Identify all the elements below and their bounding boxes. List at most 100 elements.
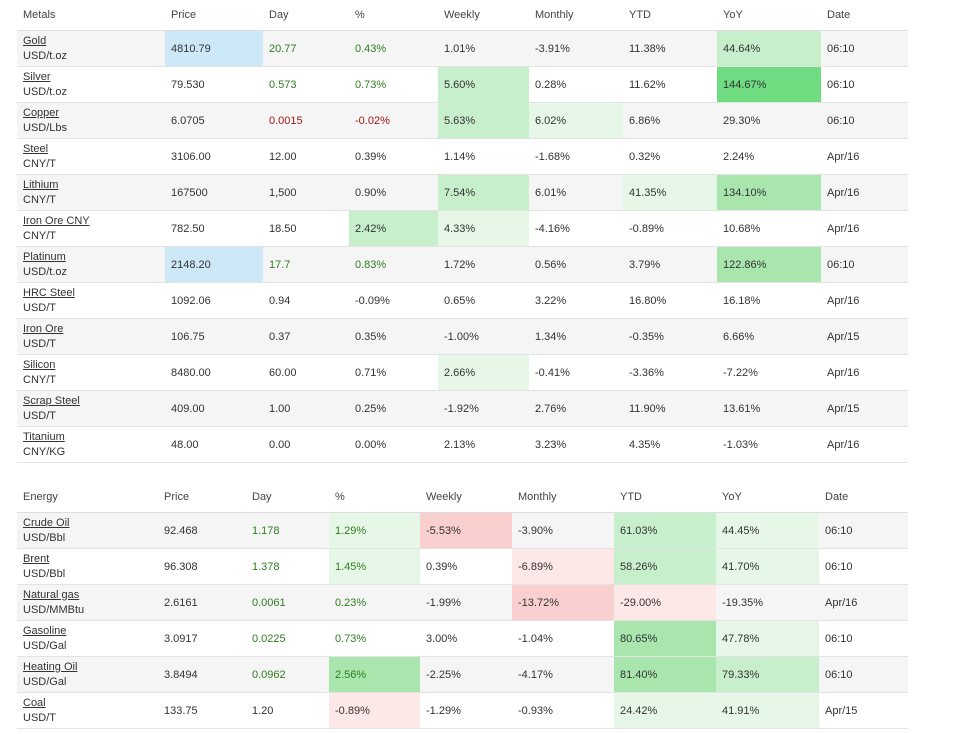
percent-change-cell: 0.73% <box>349 66 438 103</box>
commodity-cell: Gold USD/t.oz <box>17 30 165 67</box>
ytd-cell: -29.00% <box>614 584 716 621</box>
monthly-cell: 2.76% <box>529 390 623 427</box>
ytd-cell: 61.03% <box>614 512 716 549</box>
commodity-link-brent[interactable]: Brent <box>23 552 50 565</box>
price-cell: 167500 <box>165 174 263 211</box>
weekly-cell: 0.39% <box>420 548 512 585</box>
commodity-link-iron-ore[interactable]: Iron Ore <box>23 322 64 335</box>
commodity-link-gold[interactable]: Gold <box>23 34 47 47</box>
table-row: Coal USD/T 133.75 1.20 -0.89% -1.29% -0.9… <box>17 692 908 729</box>
commodity-cell: Iron Ore CNY CNY/T <box>17 210 165 247</box>
weekly-cell: 5.63% <box>438 102 529 139</box>
commodity-link-iron-ore-cny[interactable]: Iron Ore CNY <box>23 214 90 227</box>
col-header-ytd[interactable]: YTD <box>623 0 717 31</box>
col-header-percent[interactable]: % <box>349 0 438 31</box>
commodity-cell: Lithium CNY/T <box>17 174 165 211</box>
yoy-cell: 6.66% <box>717 318 821 355</box>
percent-change-cell: 0.00% <box>349 426 438 463</box>
yoy-cell: 79.33% <box>716 656 819 693</box>
monthly-cell: 0.28% <box>529 66 623 103</box>
price-cell: 409.00 <box>165 390 263 427</box>
weekly-cell: 0.65% <box>438 282 529 319</box>
ytd-cell: 81.40% <box>614 656 716 693</box>
col-header-metals: Metals <box>17 0 165 31</box>
ytd-cell: 4.35% <box>623 426 717 463</box>
table-row: Gold USD/t.oz 4810.79 20.77 0.43% 1.01% -… <box>17 30 908 67</box>
unit-label: USD/Bbl <box>23 567 66 580</box>
commodity-link-coal[interactable]: Coal <box>23 696 46 709</box>
monthly-cell: 1.34% <box>529 318 623 355</box>
commodity-link-hrc-steel[interactable]: HRC Steel <box>23 286 75 299</box>
commodity-cell: Coal USD/T <box>17 692 158 729</box>
col-header-day[interactable]: Day <box>263 0 349 31</box>
day-change-cell: 1,500 <box>263 174 349 211</box>
date-cell: 06:10 <box>821 66 908 103</box>
day-change-cell: 0.0225 <box>246 620 329 657</box>
yoy-cell: 122.86% <box>717 246 821 283</box>
col-header-weekly[interactable]: Weekly <box>420 482 512 513</box>
commodity-link-lithium[interactable]: Lithium <box>23 178 59 191</box>
date-cell: 06:10 <box>819 656 908 693</box>
col-header-ytd[interactable]: YTD <box>614 482 716 513</box>
col-header-day[interactable]: Day <box>246 482 329 513</box>
price-cell: 8480.00 <box>165 354 263 391</box>
percent-change-cell: -0.09% <box>349 282 438 319</box>
price-cell: 4810.79 <box>165 30 263 67</box>
day-change-cell: 1.20 <box>246 692 329 729</box>
table-row: Platinum USD/t.oz 2148.20 17.7 0.83% 1.72… <box>17 246 908 283</box>
col-header-yoy[interactable]: YoY <box>717 0 821 31</box>
commodity-link-natural-gas[interactable]: Natural gas <box>23 588 80 601</box>
commodity-link-heating-oil[interactable]: Heating Oil <box>23 660 78 673</box>
monthly-cell: 0.56% <box>529 246 623 283</box>
col-header-price[interactable]: Price <box>165 0 263 31</box>
col-header-percent[interactable]: % <box>329 482 420 513</box>
percent-change-cell: 0.39% <box>349 138 438 175</box>
monthly-cell: 6.02% <box>529 102 623 139</box>
unit-label: USD/Lbs <box>23 121 68 134</box>
col-header-price[interactable]: Price <box>158 482 246 513</box>
weekly-cell: -5.53% <box>420 512 512 549</box>
table-row: Crude Oil USD/Bbl 92.468 1.178 1.29% -5.5… <box>17 512 908 549</box>
percent-change-cell: 0.25% <box>349 390 438 427</box>
date-cell: 06:10 <box>821 102 908 139</box>
commodity-link-crude-oil[interactable]: Crude Oil <box>23 516 70 529</box>
date-cell: 06:10 <box>819 548 908 585</box>
yoy-cell: 2.24% <box>717 138 821 175</box>
commodity-link-gasoline[interactable]: Gasoline <box>23 624 67 637</box>
commodity-link-silicon[interactable]: Silicon <box>23 358 56 371</box>
col-header-monthly[interactable]: Monthly <box>529 0 623 31</box>
percent-change-cell: 0.83% <box>349 246 438 283</box>
commodity-link-scrap-steel[interactable]: Scrap Steel <box>23 394 80 407</box>
commodity-link-silver[interactable]: Silver <box>23 70 51 83</box>
weekly-cell: -1.00% <box>438 318 529 355</box>
unit-label: CNY/T <box>23 157 56 170</box>
commodity-link-steel[interactable]: Steel <box>23 142 49 155</box>
date-cell: 06:10 <box>819 620 908 657</box>
price-cell: 782.50 <box>165 210 263 247</box>
commodity-link-copper[interactable]: Copper <box>23 106 60 119</box>
date-cell: Apr/16 <box>821 210 908 247</box>
price-cell: 6.0705 <box>165 102 263 139</box>
yoy-cell: 16.18% <box>717 282 821 319</box>
date-cell: Apr/15 <box>821 390 908 427</box>
date-cell: 06:10 <box>819 512 908 549</box>
monthly-cell: -3.90% <box>512 512 614 549</box>
ytd-cell: 16.80% <box>623 282 717 319</box>
percent-change-cell: 2.56% <box>329 656 420 693</box>
col-header-yoy[interactable]: YoY <box>716 482 819 513</box>
monthly-cell: -3.91% <box>529 30 623 67</box>
commodity-link-platinum[interactable]: Platinum <box>23 250 66 263</box>
yoy-cell: 44.64% <box>717 30 821 67</box>
commodity-link-titanium[interactable]: Titanium <box>23 430 65 443</box>
col-header-monthly[interactable]: Monthly <box>512 482 614 513</box>
percent-change-cell: 0.35% <box>349 318 438 355</box>
date-cell: 06:10 <box>821 246 908 283</box>
table-row: Silicon CNY/T 8480.00 60.00 0.71% 2.66% -… <box>17 354 908 391</box>
col-header-weekly[interactable]: Weekly <box>438 0 529 31</box>
weekly-cell: -1.99% <box>420 584 512 621</box>
commodity-cell: HRC Steel USD/T <box>17 282 165 319</box>
date-cell: Apr/16 <box>821 354 908 391</box>
weekly-cell: -2.25% <box>420 656 512 693</box>
yoy-cell: -19.35% <box>716 584 819 621</box>
commodity-cell: Copper USD/Lbs <box>17 102 165 139</box>
